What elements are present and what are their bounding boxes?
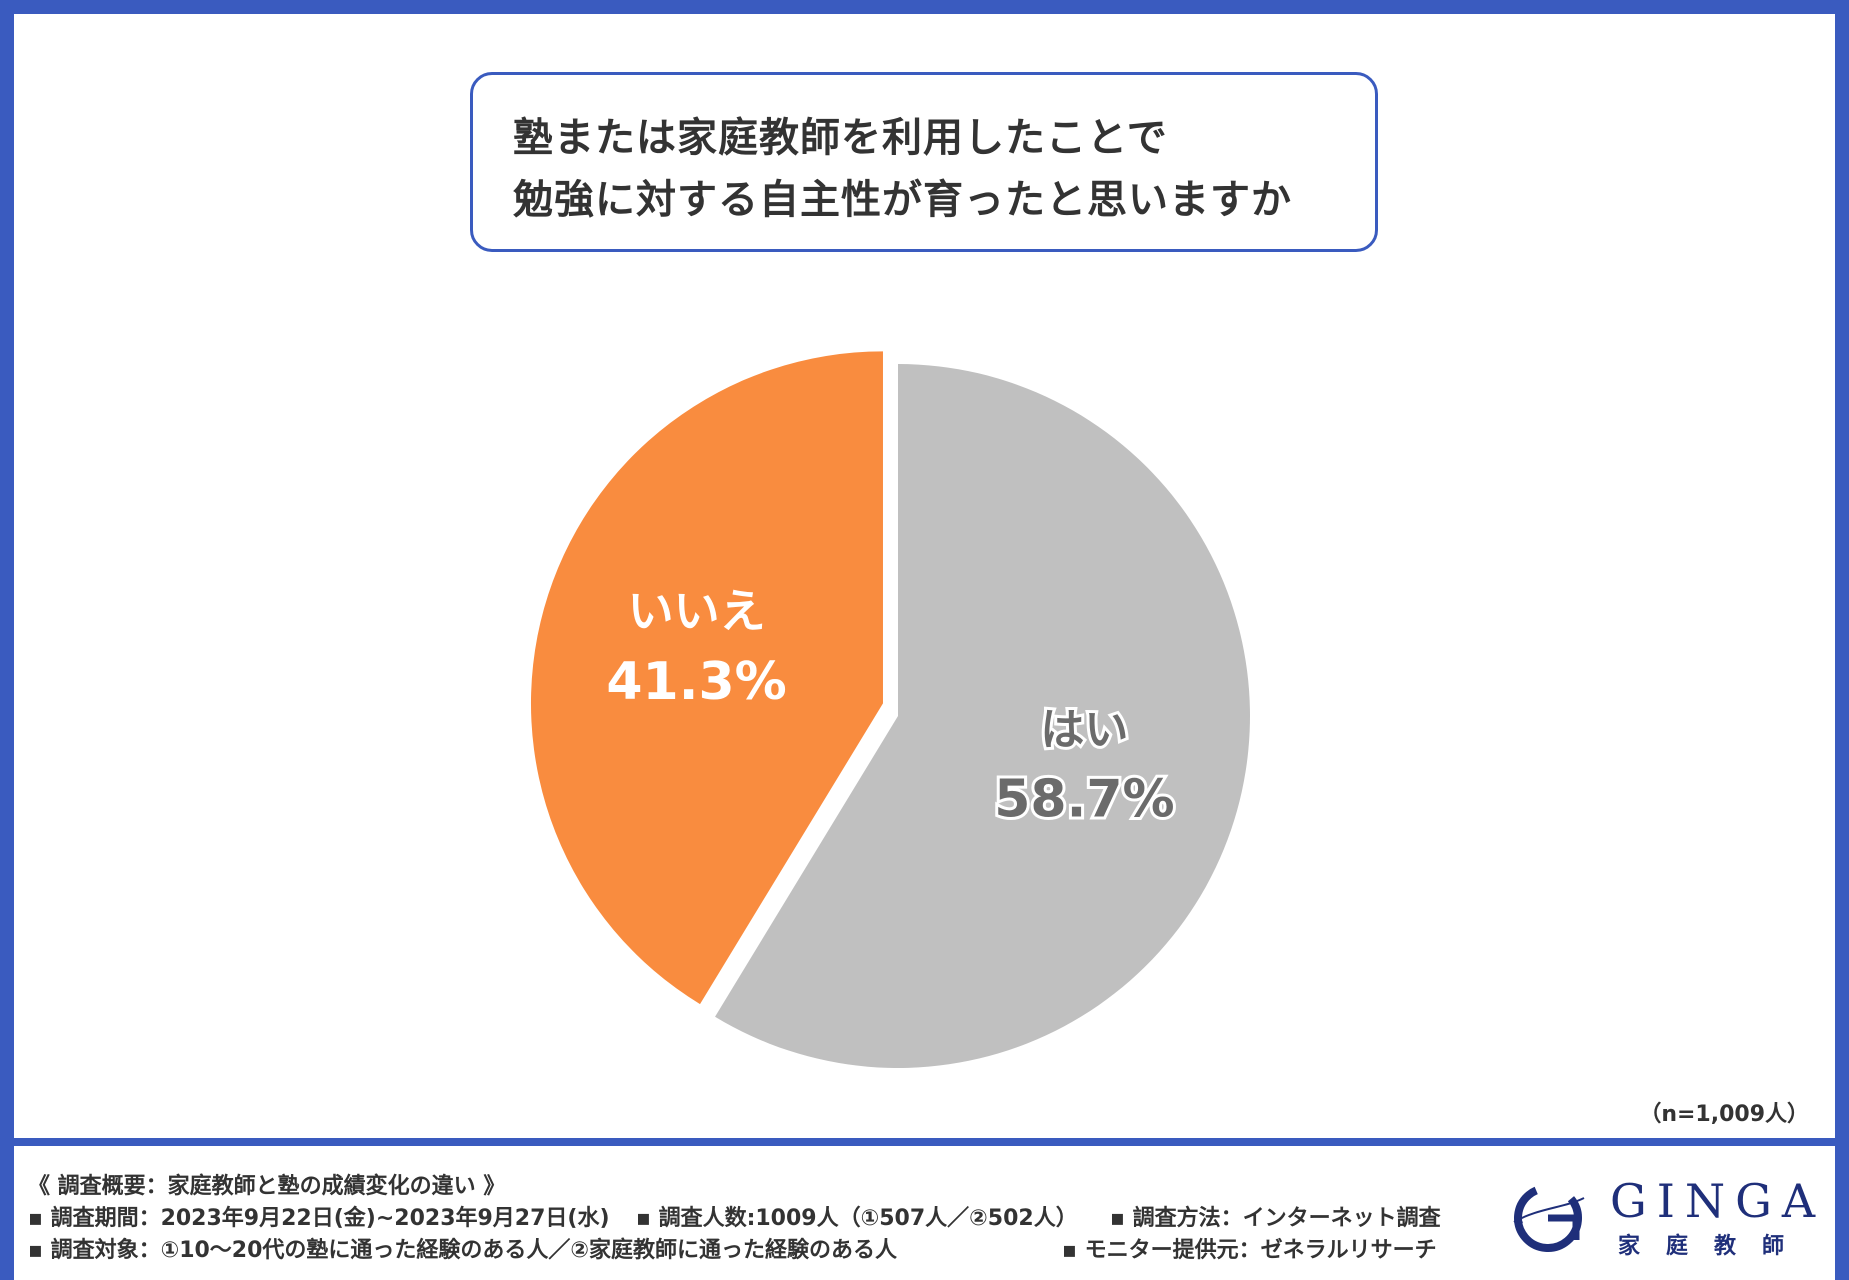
svg-text:✕: ✕ bbox=[1516, 1220, 1524, 1231]
chart-title-line1: 塾または家庭教師を利用したことで bbox=[513, 115, 1168, 161]
chart-title-line2: 勉強に対する自主性が育ったと思いますか bbox=[513, 177, 1292, 223]
slice-label-yes: はい bbox=[1040, 704, 1128, 755]
slice-label-no: いいえ bbox=[628, 584, 766, 638]
slice-value-no: 41.3% bbox=[606, 652, 786, 712]
title-box: 塾または家庭教師を利用したことで 勉強に対する自主性が育ったと思いますか bbox=[470, 72, 1378, 252]
survey-period: ▪ 調査期間：2023年9月22日(金)~2023年9月27日(水) bbox=[28, 1206, 610, 1231]
slice-value-yes: 58.7% bbox=[994, 769, 1174, 829]
logo-wordmark: GINGA bbox=[1610, 1174, 1826, 1228]
survey-provider: ▪ モニター提供元：ゼネラルリサーチ bbox=[1062, 1238, 1437, 1263]
ginga-g-logo-icon: ✕ bbox=[1513, 1184, 1585, 1252]
logo-subtitle: 家庭教師 bbox=[1618, 1233, 1811, 1259]
footer-divider bbox=[0, 1138, 1849, 1146]
ginga-logo: ✕ GINGA 家庭教師 bbox=[1500, 1172, 1820, 1262]
survey-count: ▪ 調査人数:1009人（①507人／②502人） bbox=[636, 1206, 1078, 1231]
sample-size-note: （n=1,009人） bbox=[1639, 1102, 1809, 1127]
pie-slice-no bbox=[530, 351, 883, 1005]
pie-chart: いいえ 41.3% はい 58.7% bbox=[530, 351, 1251, 1068]
pie-slice-yes bbox=[715, 364, 1251, 1068]
footer bbox=[0, 1146, 1849, 1280]
survey-method: ▪ 調査方法：インターネット調査 bbox=[1110, 1206, 1441, 1231]
survey-heading: 《 調査概要：家庭教師と塾の成績変化の違い 》 bbox=[28, 1174, 506, 1199]
survey-target: ▪ 調査対象：①10～20代の塾に通った経験のある人／②家庭教師に通った経験のあ… bbox=[28, 1238, 898, 1263]
